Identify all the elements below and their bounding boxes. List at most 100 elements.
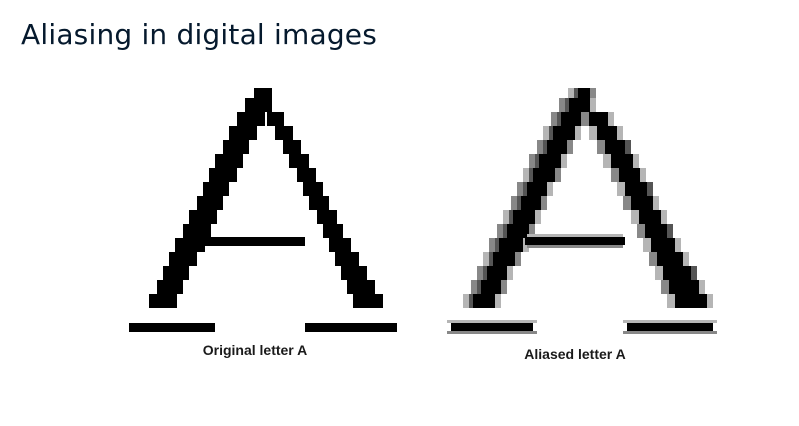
original-letter-image <box>127 84 399 334</box>
glyph-fringe-pixel <box>590 98 596 112</box>
glyph-fringe-pixel <box>557 112 561 126</box>
glyph-pixel-block <box>245 98 272 112</box>
glyph-pixel-block <box>669 280 699 294</box>
glyph-pixel-block <box>605 140 625 154</box>
glyph-pixel-block <box>275 126 293 140</box>
glyph-pixel-block <box>487 266 507 280</box>
glyph-pixel-block <box>481 280 501 294</box>
glyph-fringe-pixel <box>503 210 509 224</box>
glyph-fringe-pixel <box>653 196 659 210</box>
glyph-fringe-pixel <box>691 266 697 280</box>
glyph-pixel-block <box>329 238 351 252</box>
glyph-pixel-block <box>254 88 272 98</box>
glyph-fringe-pixel <box>541 196 547 210</box>
slide-title: Aliasing in digital images <box>21 18 378 51</box>
glyph-fringe-pixel <box>503 224 507 238</box>
glyph-fringe-pixel <box>603 154 611 168</box>
glyph-fringe-pixel <box>447 320 537 323</box>
glyph-fringe-pixel <box>535 154 539 168</box>
glyph-fringe-pixel <box>529 154 535 168</box>
glyph-fringe-pixel <box>549 126 553 140</box>
glyph-fringe-pixel <box>623 196 631 210</box>
glyph-fringe-pixel <box>611 168 619 182</box>
glyph-serif-right <box>627 323 713 331</box>
glyph-fringe-pixel <box>667 294 675 308</box>
glyph-pixel-block <box>675 294 707 308</box>
glyph-fringe-pixel <box>507 266 513 280</box>
glyph-pixel-block <box>157 280 183 294</box>
glyph-pixel-block <box>651 238 675 252</box>
glyph-fringe-pixel <box>655 266 663 280</box>
glyph-fringe-pixel <box>517 182 523 196</box>
glyph-fringe-pixel <box>515 252 521 266</box>
glyph-fringe-pixel <box>501 280 507 294</box>
glyph-pixel-block <box>203 182 229 196</box>
glyph-fringe-pixel <box>559 98 565 112</box>
glyph-pixel-block <box>283 140 301 154</box>
glyph-pixel-block <box>569 98 590 112</box>
glyph-pixel-block <box>619 168 640 182</box>
glyph-pixel-block <box>183 224 211 238</box>
glyph-pixel-block <box>578 88 590 98</box>
glyph-pixel-block <box>297 168 316 182</box>
glyph-serif-left <box>451 323 533 331</box>
glyph-pixel-block <box>175 238 205 252</box>
glyph-fringe-pixel <box>649 252 657 266</box>
glyph-serif-right <box>305 323 397 332</box>
glyph-pixel-block <box>317 210 337 224</box>
glyph-fringe-pixel <box>477 280 481 294</box>
glyph-fringe-pixel <box>623 331 717 334</box>
glyph-pixel-block <box>589 112 608 126</box>
glyph-fringe-pixel <box>495 238 499 252</box>
glyph-serif-left <box>129 323 215 332</box>
original-letter-a-pixels <box>129 88 397 332</box>
glyph-fringe-pixel <box>529 224 535 238</box>
glyph-fringe-pixel <box>495 294 501 308</box>
glyph-fringe-pixel <box>623 320 717 323</box>
glyph-fringe-pixel <box>527 234 623 237</box>
glyph-fringe-pixel <box>617 126 623 140</box>
glyph-pixel-block <box>223 140 249 154</box>
glyph-fringe-pixel <box>509 210 513 224</box>
glyph-fringe-pixel <box>643 238 651 252</box>
glyph-pixel-block <box>267 112 284 126</box>
glyph-fringe-pixel <box>589 126 597 140</box>
glyph-fringe-pixel <box>625 140 631 154</box>
glyph-pixel-block <box>309 196 329 210</box>
glyph-fringe-pixel <box>483 252 489 266</box>
glyph-fringe-pixel <box>483 266 487 280</box>
glyph-pixel-block <box>149 294 177 308</box>
glyph-pixel-block <box>189 210 217 224</box>
glyph-fringe-pixel <box>633 154 639 168</box>
glyph-fringe-pixel <box>574 88 578 98</box>
glyph-pixel-block <box>639 210 661 224</box>
glyph-pixel-block <box>197 196 223 210</box>
glyph-fringe-pixel <box>551 112 557 126</box>
glyph-pixel-block <box>169 252 197 266</box>
aliased-letter-a-pixels <box>447 88 717 334</box>
glyph-pixel-block <box>209 168 237 182</box>
glyph-pixel-block <box>657 252 683 266</box>
glyph-fringe-pixel <box>535 210 541 224</box>
glyph-fringe-pixel <box>561 154 567 168</box>
glyph-fringe-pixel <box>699 280 705 294</box>
glyph-fringe-pixel <box>637 224 645 238</box>
glyph-fringe-pixel <box>675 238 681 252</box>
glyph-pixel-block <box>527 182 547 196</box>
glyph-fringe-pixel <box>565 98 569 112</box>
glyph-pixel-block <box>513 210 535 224</box>
glyph-fringe-pixel <box>517 196 521 210</box>
glyph-pixel-block <box>353 294 383 308</box>
glyph-fringe-pixel <box>590 88 596 98</box>
glyph-fringe-pixel <box>661 210 667 224</box>
glyph-fringe-pixel <box>511 196 517 210</box>
glyph-fringe-pixel <box>527 245 623 248</box>
glyph-fringe-pixel <box>707 294 713 308</box>
glyph-fringe-pixel <box>640 168 646 182</box>
glyph-fringe-pixel <box>477 266 483 280</box>
aliased-letter-caption: Aliased letter A <box>524 346 626 362</box>
glyph-pixel-block <box>215 154 243 168</box>
aliased-letter-image <box>447 84 719 334</box>
glyph-fringe-pixel <box>543 126 549 140</box>
glyph-fringe-pixel <box>489 252 493 266</box>
